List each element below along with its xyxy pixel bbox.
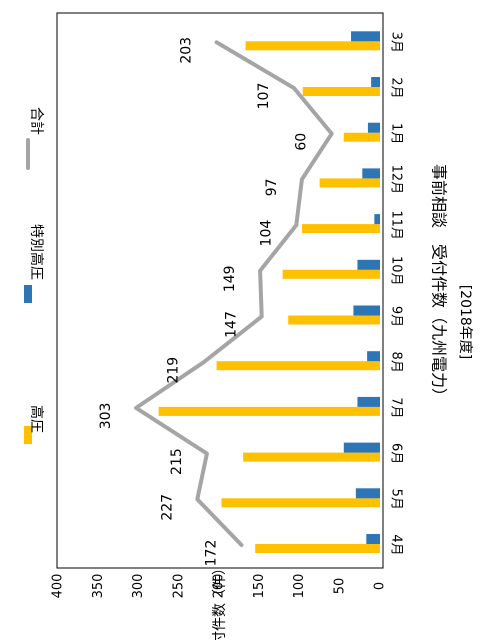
data-labels-layer: 172 227 215 303 219 147 149 104 97 60 107 203 (98, 37, 310, 566)
value-tick-label-0: 0 (373, 582, 388, 590)
value-tick-label-250: 250 (171, 574, 186, 599)
total-line (134, 40, 334, 547)
total-value-label-6: 147 (224, 311, 240, 338)
bar-extra-high-voltage-7 (357, 259, 380, 270)
total-line-layer (134, 40, 334, 547)
bar-high-voltage-9 (319, 178, 380, 188)
bar-extra-high-voltage-11 (371, 77, 380, 87)
category-label-12: 3月 (389, 32, 404, 53)
bar-high-voltage-1 (255, 544, 380, 553)
category-label-10: 1月 (389, 123, 404, 144)
category-label-4: 7月 (389, 397, 404, 418)
value-tick-label-50: 50 (332, 578, 347, 595)
value-tick-label-150: 150 (252, 574, 267, 599)
total-value-label-9: 97 (264, 178, 280, 196)
bar-extra-high-voltage-4 (357, 396, 380, 407)
chart-subtitle: [2018年度] (457, 285, 473, 360)
total-value-label-7: 149 (222, 265, 238, 292)
bar-high-voltage-10 (343, 132, 380, 142)
legend-swatch-extra-high-voltage (24, 285, 32, 303)
category-label-2: 5月 (389, 489, 404, 510)
bar-high-voltage-3 (243, 452, 380, 462)
category-label-8: 11月 (389, 210, 404, 240)
legend-label-high-voltage: 高圧 (28, 405, 45, 433)
value-ticks-layer: 0 50 100 150 200 250 300 350 400 (51, 574, 388, 599)
bar-high-voltage-2 (221, 498, 380, 508)
value-tick-label-200: 200 (212, 574, 227, 599)
bar-extra-high-voltage-1 (366, 534, 380, 544)
legend-label-extra-high-voltage: 特別高圧 (28, 224, 45, 280)
chart-title: 事前相談 受付件数（九州電力） (430, 164, 449, 404)
total-value-label-4: 303 (98, 403, 114, 430)
category-label-7: 10月 (389, 256, 404, 286)
total-value-label-8: 104 (258, 220, 274, 247)
bar-high-voltage-4 (158, 406, 380, 416)
bar-extra-high-voltage-5 (367, 351, 380, 362)
bar-extra-high-voltage-12 (351, 31, 380, 42)
bar-extra-high-voltage-8 (374, 214, 380, 225)
total-value-label-1: 172 (204, 540, 220, 567)
category-label-6: 9月 (389, 306, 404, 327)
category-label-9: 12月 (389, 165, 404, 195)
bar-high-voltage-6 (288, 315, 380, 325)
bars-layer (158, 31, 380, 553)
total-value-label-10: 60 (294, 133, 310, 151)
category-label-5: 8月 (389, 352, 404, 373)
bar-extra-high-voltage-3 (343, 442, 380, 453)
bar-high-voltage-12 (245, 41, 380, 51)
bar-extra-high-voltage-6 (353, 305, 380, 316)
value-axis-title: 受付件数（件） (212, 561, 228, 640)
bar-high-voltage-7 (282, 269, 380, 279)
category-label-3: 6月 (389, 443, 404, 464)
total-value-label-5: 219 (166, 357, 182, 384)
bar-high-voltage-5 (216, 361, 380, 371)
bar-high-voltage-11 (302, 87, 380, 96)
value-tick-label-400: 400 (51, 574, 66, 599)
value-tick-label-350: 350 (91, 574, 106, 599)
plot-area-frame (56, 12, 384, 569)
bar-high-voltage-8 (301, 224, 380, 234)
bar-extra-high-voltage-10 (367, 122, 380, 133)
total-value-label-3: 215 (169, 448, 185, 475)
value-tick-label-100: 100 (292, 574, 307, 599)
value-tick-label-300: 300 (131, 574, 146, 599)
legend: 高圧 特別高圧 合計 (24, 107, 45, 444)
legend-swatch-high-voltage (24, 426, 32, 444)
legend-label-total: 合計 (28, 107, 44, 135)
total-value-label-11: 107 (256, 83, 272, 110)
bar-extra-high-voltage-2 (355, 488, 380, 499)
total-value-label-2: 227 (159, 494, 175, 521)
category-labels-layer: 4月 5月 6月 7月 8月 9月 10月 11月 12月 1月 2月 3月 (389, 32, 404, 556)
total-value-label-12: 203 (179, 37, 195, 64)
bar-extra-high-voltage-9 (362, 168, 380, 179)
category-label-1: 4月 (389, 534, 404, 555)
category-label-11: 2月 (389, 77, 404, 98)
